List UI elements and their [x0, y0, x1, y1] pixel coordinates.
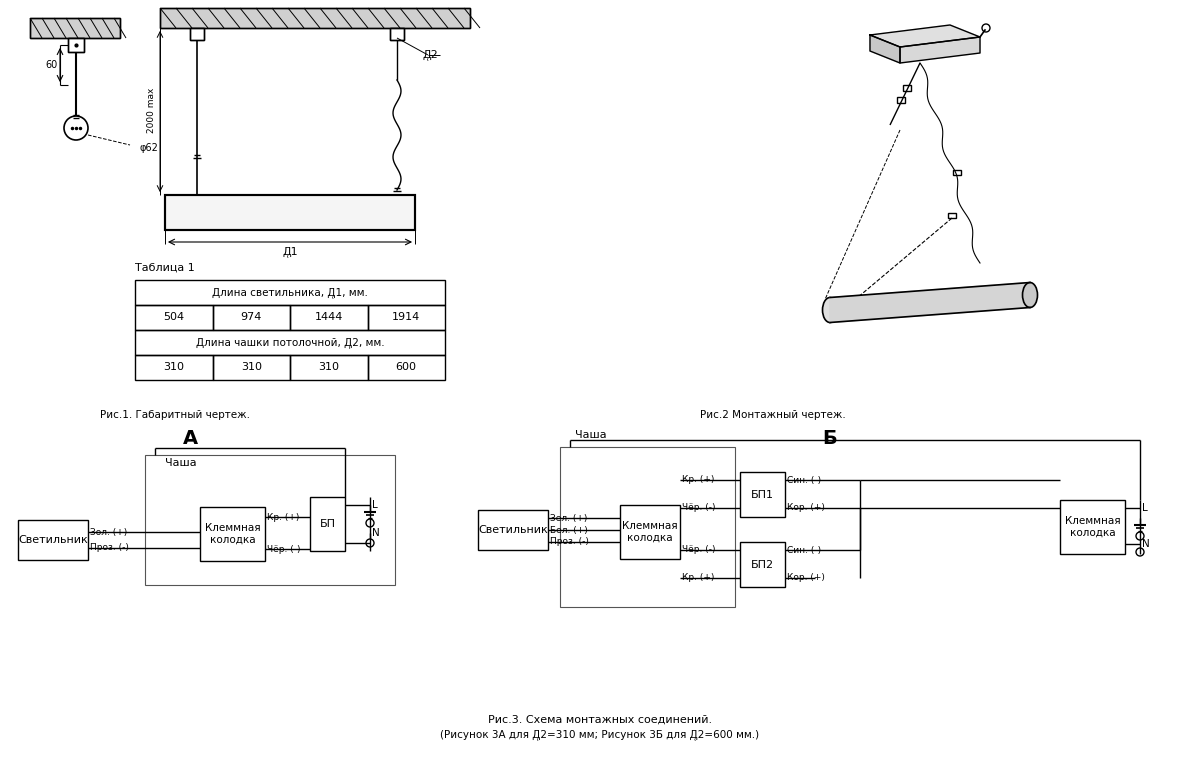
Text: Рис.3. Схема монтажных соединений.: Рис.3. Схема монтажных соединений. — [488, 715, 712, 725]
Bar — [740, 542, 785, 587]
Text: Б: Б — [823, 428, 838, 448]
Text: Зел. (+): Зел. (+) — [550, 514, 587, 522]
Text: 504: 504 — [163, 313, 185, 323]
Bar — [166, 195, 415, 230]
Text: φ62: φ62 — [140, 143, 158, 153]
Bar — [30, 18, 120, 38]
Text: N: N — [1142, 539, 1150, 549]
Polygon shape — [830, 282, 1030, 323]
Bar — [560, 447, 734, 607]
Text: 1444: 1444 — [314, 313, 343, 323]
Bar — [30, 18, 120, 38]
Text: 310: 310 — [241, 362, 262, 372]
Text: Клеммная: Клеммная — [1064, 516, 1121, 526]
Bar — [898, 97, 905, 103]
Bar — [134, 330, 445, 355]
Bar — [1060, 500, 1126, 554]
Text: Светильник: Светильник — [478, 525, 548, 535]
Bar — [478, 510, 548, 550]
Bar — [190, 28, 204, 40]
Bar — [134, 280, 445, 305]
Bar — [68, 38, 84, 52]
Polygon shape — [870, 35, 900, 63]
Text: колодка: колодка — [1069, 528, 1115, 538]
Bar — [160, 8, 470, 28]
Text: Кр. (+): Кр. (+) — [682, 476, 714, 484]
Bar — [200, 507, 265, 561]
Text: колодка: колодка — [210, 535, 256, 545]
Text: Зол. (+): Зол. (+) — [90, 528, 127, 536]
Text: Клеммная: Клеммная — [205, 523, 260, 533]
Bar — [620, 505, 680, 559]
Text: Проз. (-): Проз. (-) — [90, 543, 128, 553]
Bar — [390, 28, 404, 40]
Bar — [18, 520, 88, 560]
Text: Чёр. (-): Чёр. (-) — [266, 545, 300, 553]
Text: Бел. (+): Бел. (+) — [550, 525, 588, 535]
Text: 2000 max: 2000 max — [148, 88, 156, 133]
Text: Чёр. (-): Чёр. (-) — [682, 504, 715, 512]
Text: Проз. (-): Проз. (-) — [550, 538, 589, 546]
Text: колодка: колодка — [628, 533, 673, 543]
Bar — [740, 472, 785, 517]
Bar — [160, 8, 470, 28]
Text: Кор. (+): Кор. (+) — [787, 573, 824, 583]
Text: Кр. (+): Кр. (+) — [266, 512, 299, 521]
Text: БП: БП — [319, 519, 336, 529]
Text: 310: 310 — [318, 362, 340, 372]
Text: 974: 974 — [240, 313, 262, 323]
Text: Кр. (+): Кр. (+) — [682, 573, 714, 583]
Text: A: A — [182, 428, 198, 448]
Ellipse shape — [822, 297, 838, 323]
Text: Клеммная: Клеммная — [622, 521, 678, 531]
Bar — [145, 455, 395, 585]
Bar — [904, 85, 911, 91]
Polygon shape — [870, 25, 980, 47]
Text: Рис.2 Монтажный чертеж.: Рис.2 Монтажный чертеж. — [700, 410, 846, 420]
Text: 600: 600 — [396, 362, 416, 372]
Text: L: L — [1142, 503, 1147, 513]
Polygon shape — [900, 37, 980, 63]
Bar — [310, 497, 346, 551]
Bar — [948, 213, 956, 218]
Bar — [212, 305, 290, 330]
Bar — [212, 355, 290, 380]
Bar — [190, 28, 204, 40]
Text: Светильник: Светильник — [18, 535, 88, 545]
Text: (Рисунок 3А для Д̜2=310 мм; Рисунок 3Б для Д̜2=600 мм.): (Рисунок 3А для Д̜2=310 мм; Рисунок 3Б д… — [440, 729, 760, 740]
Text: Д̜2: Д̜2 — [422, 50, 438, 61]
Bar — [390, 28, 404, 40]
Text: Син. (-): Син. (-) — [787, 476, 821, 484]
Bar — [290, 355, 367, 380]
Text: 60: 60 — [46, 60, 58, 70]
Text: Чёр. (-): Чёр. (-) — [682, 546, 715, 555]
Text: Кор. (+): Кор. (+) — [787, 504, 824, 512]
Text: Длина чашки потолочной, Д̜2, мм.: Длина чашки потолочной, Д̜2, мм. — [196, 337, 384, 348]
Text: Длина светильника, Д̜1, мм.: Длина светильника, Д̜1, мм. — [212, 287, 368, 298]
Bar — [166, 195, 415, 230]
Bar — [367, 305, 445, 330]
Text: Син. (-): Син. (-) — [787, 546, 821, 555]
Text: Д̜1: Д̜1 — [282, 247, 298, 258]
Text: 1914: 1914 — [392, 313, 420, 323]
Text: Чаша: Чаша — [575, 430, 607, 440]
Bar — [134, 305, 212, 330]
Bar — [68, 38, 84, 52]
Text: БП1: БП1 — [751, 490, 774, 500]
Text: Таблица 1: Таблица 1 — [134, 263, 194, 273]
Bar — [367, 355, 445, 380]
Ellipse shape — [1022, 282, 1038, 307]
Bar — [953, 170, 961, 175]
Text: L: L — [372, 500, 378, 510]
Bar — [290, 305, 367, 330]
Bar — [134, 355, 212, 380]
Text: Чаша: Чаша — [166, 458, 197, 468]
Text: 310: 310 — [163, 362, 185, 372]
Text: Рис.1. Габаритный чертеж.: Рис.1. Габаритный чертеж. — [100, 410, 250, 420]
Text: N: N — [372, 528, 379, 538]
Text: БП2: БП2 — [751, 559, 774, 570]
